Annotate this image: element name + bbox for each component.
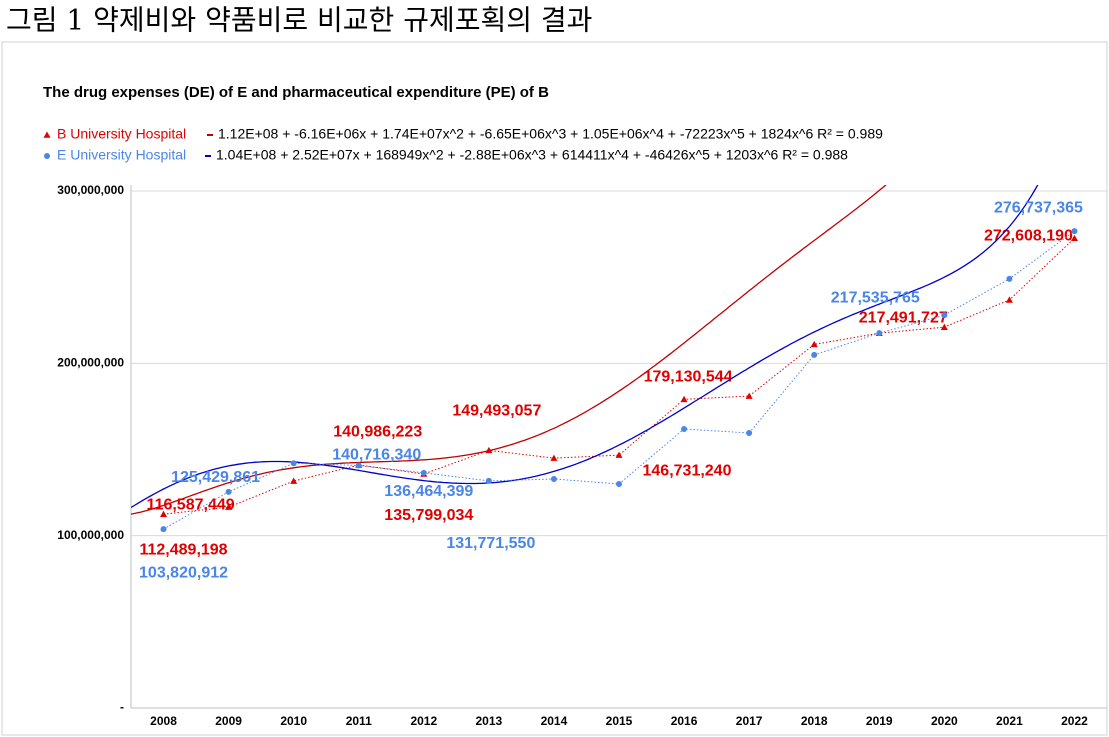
data-label: 103,820,912 [139,564,228,581]
legend-trendline: 1.04E+08 + 2.52E+07x + 168949x^2 + -2.88… [216,147,848,163]
marker [1071,228,1078,235]
data-label: 131,771,550 [446,535,535,552]
x-tick-label: 2021 [996,714,1023,728]
legend-label: E University Hospital [57,147,186,163]
data-label: 125,429,861 [171,469,260,486]
marker [43,131,51,138]
y-tick-label: - [120,700,124,714]
data-label: 135,799,034 [384,507,473,524]
caption: 그림 1 약제비와 약품비로 비교한 규제포획의 결과 [6,4,592,37]
legend-label: B University Hospital [57,126,186,142]
marker [1005,296,1013,303]
marker [810,340,818,348]
marker [745,392,753,399]
data-label: 116,587,449 [147,496,235,513]
marker [615,451,623,458]
marker [681,425,688,432]
x-tick-label: 2017 [736,714,763,728]
data-label: 146,731,240 [643,462,732,479]
chart-title: The drug expenses (DE) of E and pharmace… [43,84,549,101]
marker [811,351,818,358]
marker [940,323,948,330]
marker [485,477,492,484]
marker [616,480,622,487]
data-label: 136,464,399 [384,483,473,500]
marker [355,462,362,469]
chart-border [1,41,1108,736]
trendline [131,185,887,515]
x-tick-label: 2014 [541,714,568,728]
data-label: 276,737,365 [994,199,1083,216]
x-tick-label: 2010 [280,714,307,728]
marker [225,503,233,510]
marker [225,488,232,495]
x-tick-label: 2013 [476,714,503,728]
marker [290,460,297,467]
x-tick-label: 2015 [606,714,633,728]
y-tick-label: 200,000,000 [57,356,124,370]
x-tick-label: 2012 [410,714,437,728]
marker [746,429,753,436]
x-tick-label: 2009 [215,714,242,728]
data-label: 217,535,765 [831,289,920,306]
trendline [131,185,1039,509]
legend-trendline: 1.12E+08 + -6.16E+06x + 1.74E+07x^2 + -6… [218,126,883,142]
x-tick-label: 2008 [150,714,177,728]
marker [290,477,298,484]
x-tick-label: 2022 [1061,714,1088,728]
data-label: 179,130,544 [644,369,733,386]
trendline-group [131,185,1039,509]
y-tick-label: 300,000,000 [57,183,124,197]
x-tick-label: 2019 [866,714,893,728]
data-label: 149,493,057 [452,403,541,420]
marker [160,510,168,517]
y-tick-label: 100,000,000 [57,528,124,542]
marker [550,454,558,461]
marker [876,330,883,337]
data-label: 217,491,727 [859,309,948,326]
series-line [163,237,1075,515]
data-label: 140,986,223 [333,423,422,440]
x-tick-label: 2011 [346,714,372,728]
marker [160,526,167,533]
marker [485,446,493,454]
marker [1070,234,1078,242]
x-tick-label: 2016 [671,714,698,728]
marker [44,153,50,159]
marker [680,395,688,403]
marker [550,475,557,482]
marker [941,312,948,319]
trendline-group [131,185,887,515]
x-tick-label: 2020 [931,714,958,728]
data-label: 272,608,190 [984,227,1073,244]
data-label: 112,489,198 [139,541,227,558]
marker [420,469,427,476]
x-tick-label: 2018 [801,714,828,728]
marker [1006,275,1013,282]
data-label: 140,716,340 [332,447,421,464]
